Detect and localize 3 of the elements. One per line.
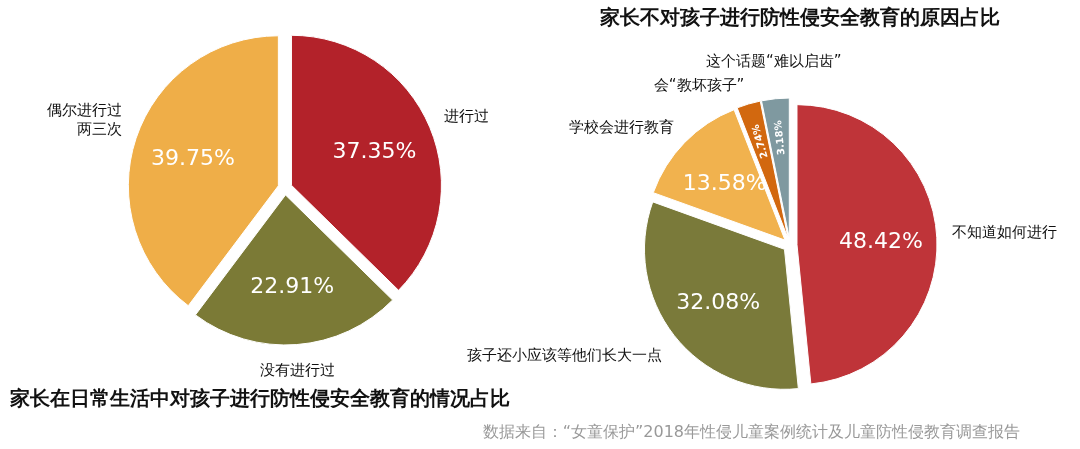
title: 家长不对孩子进行防性侵安全教育的原因占比 [600, 5, 1000, 29]
title: 家长在日常生活中对孩子进行防性侵安全教育的情况占比 [10, 386, 510, 410]
annotation: 数据来自：“女童保护”2018年性侵儿童案例统计及儿童防性侵教育调查报告 [482, 422, 1020, 441]
